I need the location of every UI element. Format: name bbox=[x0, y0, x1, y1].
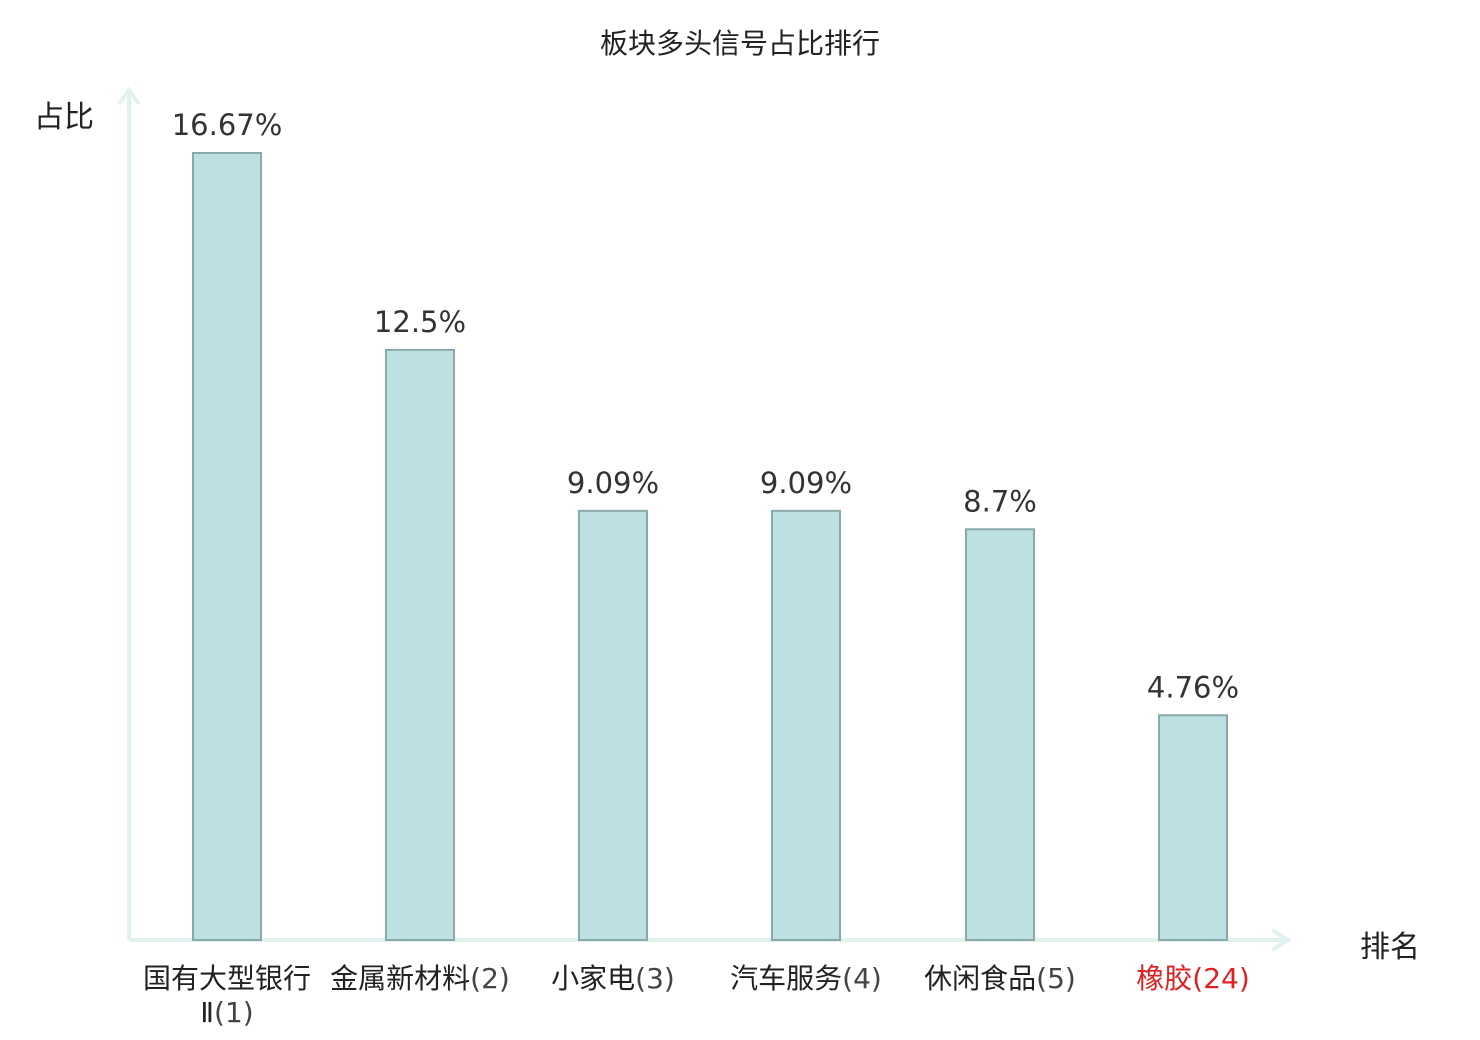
value-label-1: 12.5% bbox=[374, 305, 466, 339]
category-rank-0: (1) bbox=[214, 996, 254, 1029]
category-label-2: 小家电(3) bbox=[518, 962, 708, 996]
bar-3 bbox=[771, 509, 841, 941]
y-axis-label: 占比 bbox=[34, 100, 94, 135]
category-name-3: 汽车服务 bbox=[730, 962, 843, 995]
category-name-1: 金属新材料 bbox=[330, 962, 471, 995]
category-rank-3: (4) bbox=[842, 962, 882, 995]
bar-1 bbox=[385, 348, 455, 941]
value-label-3: 9.09% bbox=[760, 466, 852, 500]
value-label-2: 9.09% bbox=[567, 466, 659, 500]
value-label-4: 8.7% bbox=[963, 484, 1037, 518]
chart-title: 板块多头信号占比排行 bbox=[599, 27, 880, 60]
value-label-5: 4.76% bbox=[1147, 670, 1239, 704]
bar-2 bbox=[578, 509, 648, 941]
y-axis-arrow bbox=[117, 86, 141, 106]
category-label-5: 橡胶(24) bbox=[1098, 962, 1288, 996]
category-label-0: 国有大型银行Ⅱ(1) bbox=[132, 962, 322, 1030]
bars bbox=[192, 152, 1228, 942]
category-label-4: 休闲食品(5) bbox=[905, 962, 1095, 996]
value-labels: 16.67% 12.5% 9.09% 9.09% 8.7% 4.76% bbox=[172, 108, 1239, 704]
x-axis-arrow bbox=[1270, 928, 1292, 952]
category-rank-5: (24) bbox=[1192, 962, 1250, 995]
x-axis-label: 排名 bbox=[1360, 930, 1420, 965]
category-rank-2: (3) bbox=[635, 962, 675, 995]
bar-4 bbox=[965, 528, 1035, 941]
axes bbox=[117, 86, 1292, 952]
category-name-5: 橡胶 bbox=[1136, 962, 1193, 995]
category-rank-1: (2) bbox=[470, 962, 510, 995]
category-label-1: 金属新材料(2) bbox=[325, 962, 515, 996]
category-name-4: 休闲食品 bbox=[924, 962, 1037, 995]
value-label-0: 16.67% bbox=[172, 108, 283, 142]
category-name-0: 国有大型银行Ⅱ bbox=[142, 962, 311, 1029]
category-name-2: 小家电 bbox=[551, 962, 636, 995]
category-rank-4: (5) bbox=[1036, 962, 1076, 995]
bar-5 bbox=[1158, 714, 1228, 942]
category-label-3: 汽车服务(4) bbox=[711, 962, 901, 996]
bar-0 bbox=[192, 152, 262, 941]
